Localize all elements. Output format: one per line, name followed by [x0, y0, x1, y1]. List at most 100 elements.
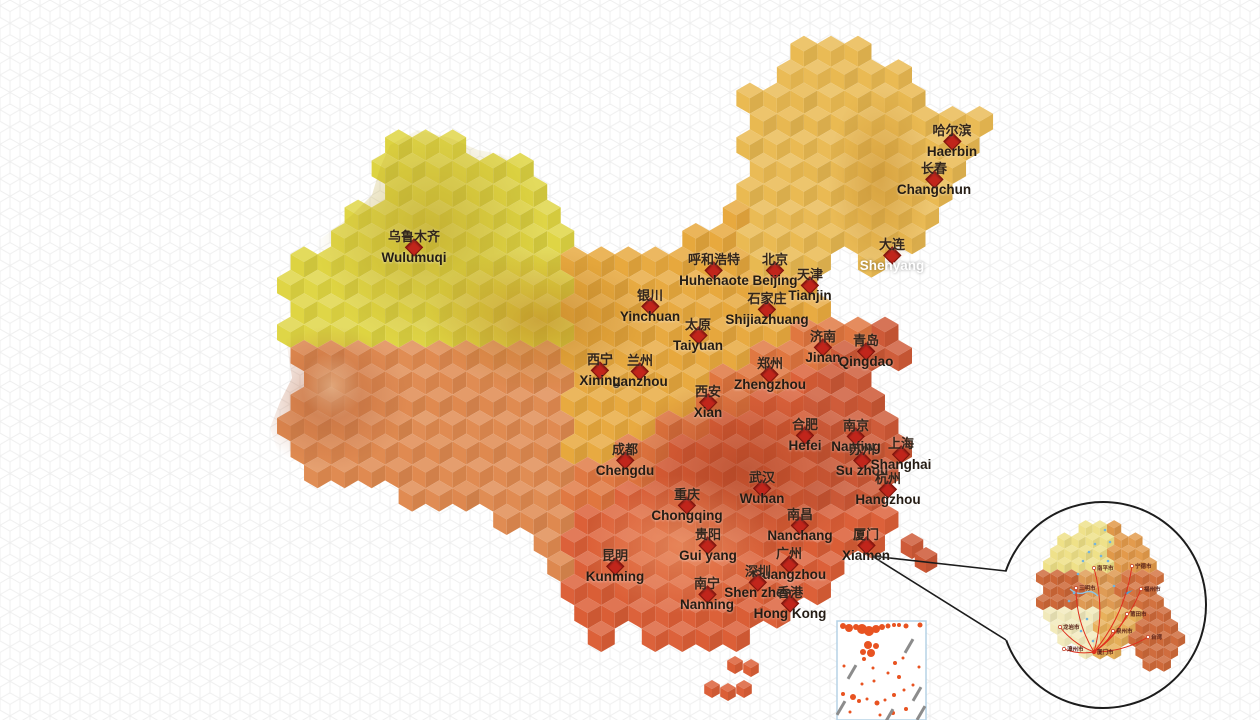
map-hexagon [425, 433, 453, 450]
inset-water-dot [1085, 617, 1089, 621]
city-label-en: Hong Kong [753, 605, 827, 621]
inset-hexagon [1114, 557, 1129, 566]
city-xian[interactable]: 西安 Xian [694, 385, 723, 420]
city-beijing[interactable]: 北京 Beijing [752, 253, 797, 288]
map-hexagon [776, 340, 804, 356]
inset-city-label: 南平市 [1097, 564, 1114, 572]
city-changchun[interactable]: 长春 Changchun [897, 162, 971, 197]
map-hexagon [817, 230, 831, 255]
inset-city-dot [1146, 635, 1150, 639]
city-xining[interactable]: 西宁 Xining [579, 353, 620, 388]
inset-hexagon [1064, 610, 1072, 623]
inset-hexagon [1135, 647, 1143, 660]
city-wuhan[interactable]: 武汉 Wuhan [740, 471, 785, 506]
city-label-en: Hangzhou [855, 491, 921, 507]
city-huhehaote[interactable]: 呼和浩特 Huhehaote [679, 253, 749, 288]
map-hexagon [749, 340, 777, 356]
inset-hexagon [1099, 536, 1108, 549]
city-nanchang[interactable]: 南昌 Nanchang [767, 508, 832, 543]
map-hexagon [601, 441, 615, 465]
map-hexagon [803, 43, 818, 67]
map-hexagon [668, 301, 683, 325]
city-chongqing[interactable]: 重庆 Chongqing [651, 488, 722, 523]
inset-city-label: 龙岩市 [1062, 623, 1080, 631]
map-hexagon [547, 207, 561, 231]
map-hexagon [614, 394, 629, 418]
map-hexagon [560, 535, 575, 559]
map-hexagon [277, 277, 291, 301]
inset-hexagon [1163, 647, 1171, 660]
map-hexagon [574, 605, 588, 629]
city-qingdao[interactable]: 青岛 Qingdao [839, 334, 894, 369]
sea-island-dot [850, 694, 856, 700]
map-hexagon [709, 324, 723, 348]
map-hexagon [844, 535, 858, 559]
city-gui-yang[interactable]: 贵阳 Gui yang [679, 528, 737, 563]
city-label-zh: 南昌 [786, 506, 814, 522]
city-shanghai[interactable]: 上海 Shanghai [871, 437, 932, 472]
inset-hexagon [1057, 581, 1072, 590]
city-label-en: Gui yang [679, 547, 737, 563]
city-shen-zhen[interactable]: 深圳 Shen zhen [724, 565, 792, 600]
inset-city-dot [1125, 612, 1129, 616]
inset-hexagon [1064, 544, 1079, 553]
sea-island-dot [893, 661, 897, 665]
city-zhengzhou[interactable]: 郑州 Zhengzhou [734, 357, 806, 392]
city-wulumuqi[interactable]: 乌鲁木齐 Wulumuqi [382, 230, 447, 265]
city-nanjing[interactable]: 南京 Nanjing [831, 419, 881, 454]
map-hexagon [668, 246, 696, 262]
inset-hexagon [1156, 598, 1164, 611]
inset-hexagon [1114, 598, 1122, 611]
city-jinan[interactable]: 济南 Jinan [805, 330, 840, 365]
map-hexagon [763, 176, 791, 192]
city-nanning[interactable]: 南宁 Nanning [680, 577, 734, 612]
city-kunming[interactable]: 昆明 Kunming [586, 549, 645, 584]
map-hexagon [358, 464, 372, 489]
map-hexagon [749, 90, 764, 114]
city-hangzhou[interactable]: 杭州 Hangzhou [855, 472, 920, 507]
map-hexagon [493, 488, 507, 512]
city-guangzhou[interactable]: 广州 Guangzhou [752, 547, 826, 582]
map-hexagon [506, 433, 534, 450]
map-hexagon [763, 605, 777, 629]
city-shenyang[interactable]: 大连 Shenyang [860, 238, 925, 273]
city-yinchuan[interactable]: 银川 Yinchuan [620, 289, 680, 324]
inset-hexagon [1078, 536, 1086, 549]
city-hong-kong[interactable]: 香港 Hong Kong [754, 586, 827, 621]
map-hexagon [830, 67, 845, 91]
city-shijiazhuang[interactable]: 石家庄 Shijiazhuang [725, 292, 808, 327]
map-hexagon [479, 394, 494, 418]
city-chengdu[interactable]: 成都 Chengdu [596, 443, 655, 478]
inset-hexagon [1163, 610, 1171, 623]
map-hexagon [749, 113, 764, 138]
inset-hexagon [1057, 630, 1072, 639]
inset-hexagon [1057, 634, 1065, 648]
city-xiamen[interactable]: 厦门 Xiamen [842, 528, 890, 563]
map-hexagon [871, 457, 899, 473]
map-hexagon [736, 230, 750, 255]
inset-city-dot [1111, 629, 1115, 633]
inset-hexagon [1156, 659, 1164, 672]
map-hexagon [736, 324, 750, 348]
inset-city-label: 台湾 [1151, 633, 1163, 641]
city-label-zh: 北京 [761, 251, 789, 267]
map-hexagon [560, 394, 575, 418]
map-hexagon [479, 433, 507, 450]
sea-dash-line [915, 705, 927, 720]
map-hexagon [749, 106, 777, 122]
city-taiyuan[interactable]: 太原 Taiyuan [673, 318, 723, 353]
map-hexagon [520, 488, 534, 512]
city-lanzhou[interactable]: 兰州 Lanzhou [612, 354, 668, 389]
city-tianjin[interactable]: 天津 Tianjin [788, 268, 831, 303]
city-su-zhou[interactable]: 苏州 Su zhou [836, 443, 889, 478]
map-hexagon [817, 301, 831, 325]
sea-dash-line [903, 638, 915, 654]
inset-city-dot [1062, 647, 1066, 651]
map-hexagon [776, 106, 804, 122]
city-haerbin[interactable]: 哈尔滨 Haerbin [927, 124, 977, 159]
inset-flight-line [1075, 587, 1095, 653]
city-label-en: Haerbin [926, 143, 978, 159]
map-hexagon [952, 160, 967, 184]
city-hefei[interactable]: 合肥 Hefei [788, 418, 821, 453]
map-hexagon [817, 67, 831, 91]
